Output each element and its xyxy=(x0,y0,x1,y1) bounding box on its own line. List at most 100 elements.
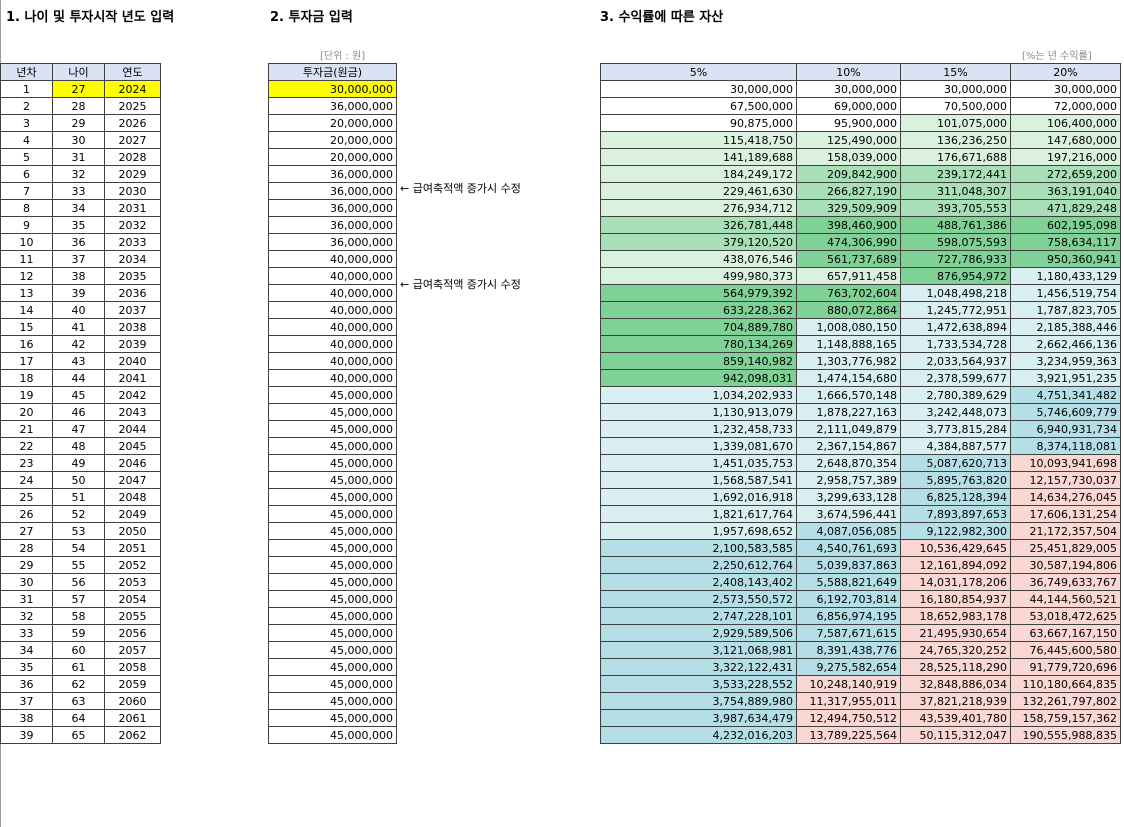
cell-asset-15pct[interactable]: 101,075,000 xyxy=(900,114,1011,132)
cell-age[interactable]: 49 xyxy=(52,454,105,472)
cell-year-count[interactable]: 24 xyxy=(0,471,53,489)
cell-investment[interactable]: 36,000,000 xyxy=(268,182,397,200)
cell-year-count[interactable]: 31 xyxy=(0,590,53,608)
cell-year-count[interactable]: 1 xyxy=(0,80,53,98)
cell-asset-5pct[interactable]: 1,692,016,918 xyxy=(600,488,797,506)
cell-year-count[interactable]: 5 xyxy=(0,148,53,166)
cell-asset-15pct[interactable]: 2,033,564,937 xyxy=(900,352,1011,370)
cell-asset-10pct[interactable]: 2,958,757,389 xyxy=(796,471,901,489)
cell-investment[interactable]: 45,000,000 xyxy=(268,607,397,625)
cell-year-count[interactable]: 34 xyxy=(0,641,53,659)
cell-asset-20pct[interactable]: 8,374,118,081 xyxy=(1010,437,1121,455)
cell-age[interactable]: 34 xyxy=(52,199,105,217)
cell-investment[interactable]: 45,000,000 xyxy=(268,505,397,523)
cell-asset-15pct[interactable]: 6,825,128,394 xyxy=(900,488,1011,506)
cell-year-count[interactable]: 18 xyxy=(0,369,53,387)
cell-asset-5pct[interactable]: 229,461,630 xyxy=(600,182,797,200)
cell-asset-20pct[interactable]: 91,779,720,696 xyxy=(1010,658,1121,676)
cell-asset-15pct[interactable]: 176,671,688 xyxy=(900,148,1011,166)
cell-asset-10pct[interactable]: 8,391,438,776 xyxy=(796,641,901,659)
cell-investment[interactable]: 36,000,000 xyxy=(268,165,397,183)
cell-year-count[interactable]: 2 xyxy=(0,97,53,115)
cell-asset-10pct[interactable]: 13,789,225,564 xyxy=(796,726,901,744)
cell-year[interactable]: 2053 xyxy=(104,573,161,591)
cell-asset-5pct[interactable]: 3,533,228,552 xyxy=(600,675,797,693)
cell-year-count[interactable]: 12 xyxy=(0,267,53,285)
cell-year-count[interactable]: 32 xyxy=(0,607,53,625)
cell-year[interactable]: 2036 xyxy=(104,284,161,302)
cell-asset-15pct[interactable]: 28,525,118,290 xyxy=(900,658,1011,676)
cell-investment[interactable]: 45,000,000 xyxy=(268,726,397,744)
cell-age[interactable]: 62 xyxy=(52,675,105,693)
cell-asset-5pct[interactable]: 2,250,612,764 xyxy=(600,556,797,574)
cell-asset-5pct[interactable]: 3,987,634,479 xyxy=(600,709,797,727)
cell-asset-10pct[interactable]: 329,509,909 xyxy=(796,199,901,217)
cell-asset-20pct[interactable]: 2,185,388,446 xyxy=(1010,318,1121,336)
cell-year-count[interactable]: 11 xyxy=(0,250,53,268)
cell-asset-10pct[interactable]: 5,039,837,863 xyxy=(796,556,901,574)
cell-year[interactable]: 2062 xyxy=(104,726,161,744)
cell-year[interactable]: 2061 xyxy=(104,709,161,727)
cell-asset-15pct[interactable]: 4,384,887,577 xyxy=(900,437,1011,455)
header-rate-20[interactable]: 20% xyxy=(1010,63,1121,81)
cell-asset-20pct[interactable]: 2,662,466,136 xyxy=(1010,335,1121,353)
cell-year[interactable]: 2060 xyxy=(104,692,161,710)
cell-asset-5pct[interactable]: 2,408,143,402 xyxy=(600,573,797,591)
cell-asset-10pct[interactable]: 5,588,821,649 xyxy=(796,573,901,591)
cell-asset-10pct[interactable]: 6,856,974,195 xyxy=(796,607,901,625)
cell-year-count[interactable]: 28 xyxy=(0,539,53,557)
cell-asset-15pct[interactable]: 393,705,553 xyxy=(900,199,1011,217)
cell-year[interactable]: 2024 xyxy=(104,80,161,98)
cell-asset-5pct[interactable]: 379,120,520 xyxy=(600,233,797,251)
cell-asset-20pct[interactable]: 1,180,433,129 xyxy=(1010,267,1121,285)
cell-asset-15pct[interactable]: 14,031,178,206 xyxy=(900,573,1011,591)
cell-asset-10pct[interactable]: 9,275,582,654 xyxy=(796,658,901,676)
cell-asset-5pct[interactable]: 1,451,035,753 xyxy=(600,454,797,472)
cell-year-count[interactable]: 29 xyxy=(0,556,53,574)
cell-year-count[interactable]: 7 xyxy=(0,182,53,200)
cell-asset-5pct[interactable]: 1,339,081,670 xyxy=(600,437,797,455)
cell-asset-10pct[interactable]: 3,674,596,441 xyxy=(796,505,901,523)
cell-year[interactable]: 2032 xyxy=(104,216,161,234)
cell-asset-10pct[interactable]: 2,648,870,354 xyxy=(796,454,901,472)
cell-age[interactable]: 57 xyxy=(52,590,105,608)
cell-age[interactable]: 44 xyxy=(52,369,105,387)
cell-investment[interactable]: 45,000,000 xyxy=(268,403,397,421)
cell-asset-20pct[interactable]: 10,093,941,698 xyxy=(1010,454,1121,472)
cell-investment[interactable]: 40,000,000 xyxy=(268,284,397,302)
cell-asset-15pct[interactable]: 1,733,534,728 xyxy=(900,335,1011,353)
cell-age[interactable]: 52 xyxy=(52,505,105,523)
cell-year-count[interactable]: 15 xyxy=(0,318,53,336)
cell-year-count[interactable]: 36 xyxy=(0,675,53,693)
cell-age[interactable]: 35 xyxy=(52,216,105,234)
cell-investment[interactable]: 45,000,000 xyxy=(268,522,397,540)
cell-year-count[interactable]: 14 xyxy=(0,301,53,319)
cell-investment[interactable]: 45,000,000 xyxy=(268,658,397,676)
cell-asset-10pct[interactable]: 209,842,900 xyxy=(796,165,901,183)
cell-age[interactable]: 61 xyxy=(52,658,105,676)
cell-year-count[interactable]: 4 xyxy=(0,131,53,149)
cell-asset-20pct[interactable]: 21,172,357,504 xyxy=(1010,522,1121,540)
cell-age[interactable]: 33 xyxy=(52,182,105,200)
cell-asset-15pct[interactable]: 32,848,886,034 xyxy=(900,675,1011,693)
cell-investment[interactable]: 40,000,000 xyxy=(268,250,397,268)
cell-age[interactable]: 36 xyxy=(52,233,105,251)
cell-year[interactable]: 2049 xyxy=(104,505,161,523)
cell-age[interactable]: 60 xyxy=(52,641,105,659)
cell-asset-15pct[interactable]: 30,000,000 xyxy=(900,80,1011,98)
cell-asset-15pct[interactable]: 7,893,897,653 xyxy=(900,505,1011,523)
cell-asset-20pct[interactable]: 758,634,117 xyxy=(1010,233,1121,251)
cell-asset-15pct[interactable]: 18,652,983,178 xyxy=(900,607,1011,625)
cell-age[interactable]: 30 xyxy=(52,131,105,149)
cell-asset-5pct[interactable]: 2,747,228,101 xyxy=(600,607,797,625)
cell-asset-20pct[interactable]: 272,659,200 xyxy=(1010,165,1121,183)
cell-asset-5pct[interactable]: 859,140,982 xyxy=(600,352,797,370)
cell-asset-20pct[interactable]: 1,787,823,705 xyxy=(1010,301,1121,319)
cell-asset-5pct[interactable]: 2,929,589,506 xyxy=(600,624,797,642)
cell-age[interactable]: 59 xyxy=(52,624,105,642)
cell-year[interactable]: 2050 xyxy=(104,522,161,540)
cell-investment[interactable]: 45,000,000 xyxy=(268,709,397,727)
cell-age[interactable]: 29 xyxy=(52,114,105,132)
cell-asset-20pct[interactable]: 197,216,000 xyxy=(1010,148,1121,166)
cell-asset-10pct[interactable]: 11,317,955,011 xyxy=(796,692,901,710)
